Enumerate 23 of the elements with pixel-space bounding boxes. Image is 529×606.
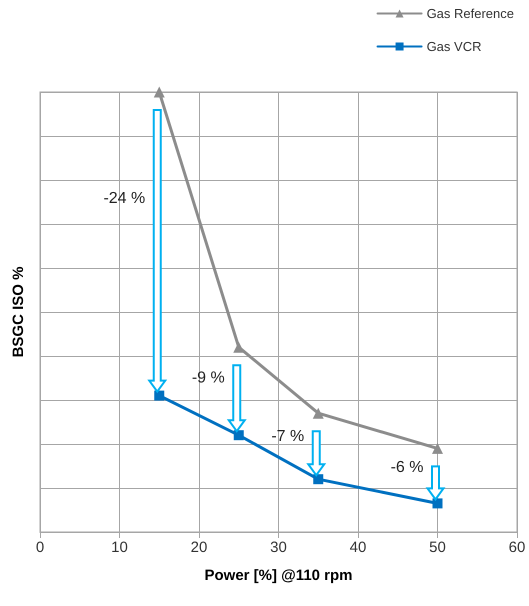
annotation: -7 % — [271, 428, 304, 445]
point — [154, 390, 164, 401]
point — [432, 498, 442, 508]
point — [234, 430, 244, 440]
annotation: -6 % — [390, 459, 424, 476]
x-tick-label: 50 — [429, 539, 446, 556]
x-tick-label: 30 — [270, 539, 287, 556]
point — [432, 442, 443, 454]
x-tick-label: 60 — [508, 539, 526, 556]
point — [312, 408, 324, 419]
point — [233, 342, 244, 353]
x-tick-label: 0 — [36, 539, 44, 556]
point — [154, 86, 165, 98]
annotation: -9 % — [192, 370, 225, 386]
x-tick-label: 20 — [190, 539, 208, 556]
x-axis-title: Power [%] @110 rpm — [204, 567, 353, 584]
point — [313, 474, 324, 484]
annotation: -24 % — [103, 190, 146, 207]
x-tick-label: 40 — [350, 539, 366, 556]
legend-label: Gas Reference — [426, 6, 514, 21]
x-tick-label: 10 — [111, 539, 128, 556]
y-axis-title: BSGC ISO % — [10, 266, 27, 358]
legend-label: Gas VCR — [426, 39, 482, 54]
